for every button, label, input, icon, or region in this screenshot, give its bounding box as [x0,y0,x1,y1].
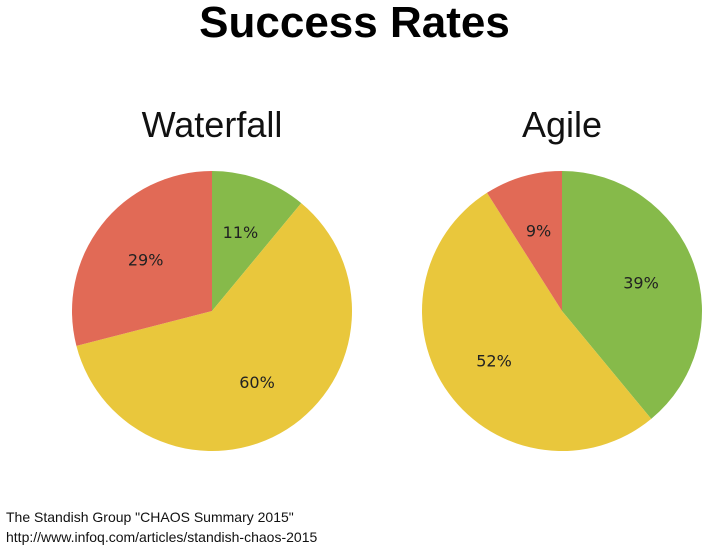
pie-slice [72,171,212,346]
slice-label: 11% [223,223,259,242]
source-citation: The Standish Group "CHAOS Summary 2015" [6,509,294,525]
pie-slice [562,171,703,419]
slice-label: 60% [239,373,275,392]
slide-title: Success Rates [199,0,510,47]
waterfall-title: Waterfall [141,104,283,145]
pie-slice [422,192,652,451]
slice-label: 9% [526,221,551,240]
slice-label: 52% [476,351,512,370]
pie-slice [76,203,352,452]
waterfall-pie: 11% 60% 29% [72,171,352,452]
slice-label: 39% [623,274,659,293]
agile-pie: 39% 52% 9% [422,171,703,451]
pie-slice [212,171,302,311]
agile-title: Agile [521,104,603,145]
pie-slice [486,171,562,311]
source-url: http://www.infoq.com/articles/standish-c… [6,529,318,545]
slice-label: 29% [128,251,164,270]
